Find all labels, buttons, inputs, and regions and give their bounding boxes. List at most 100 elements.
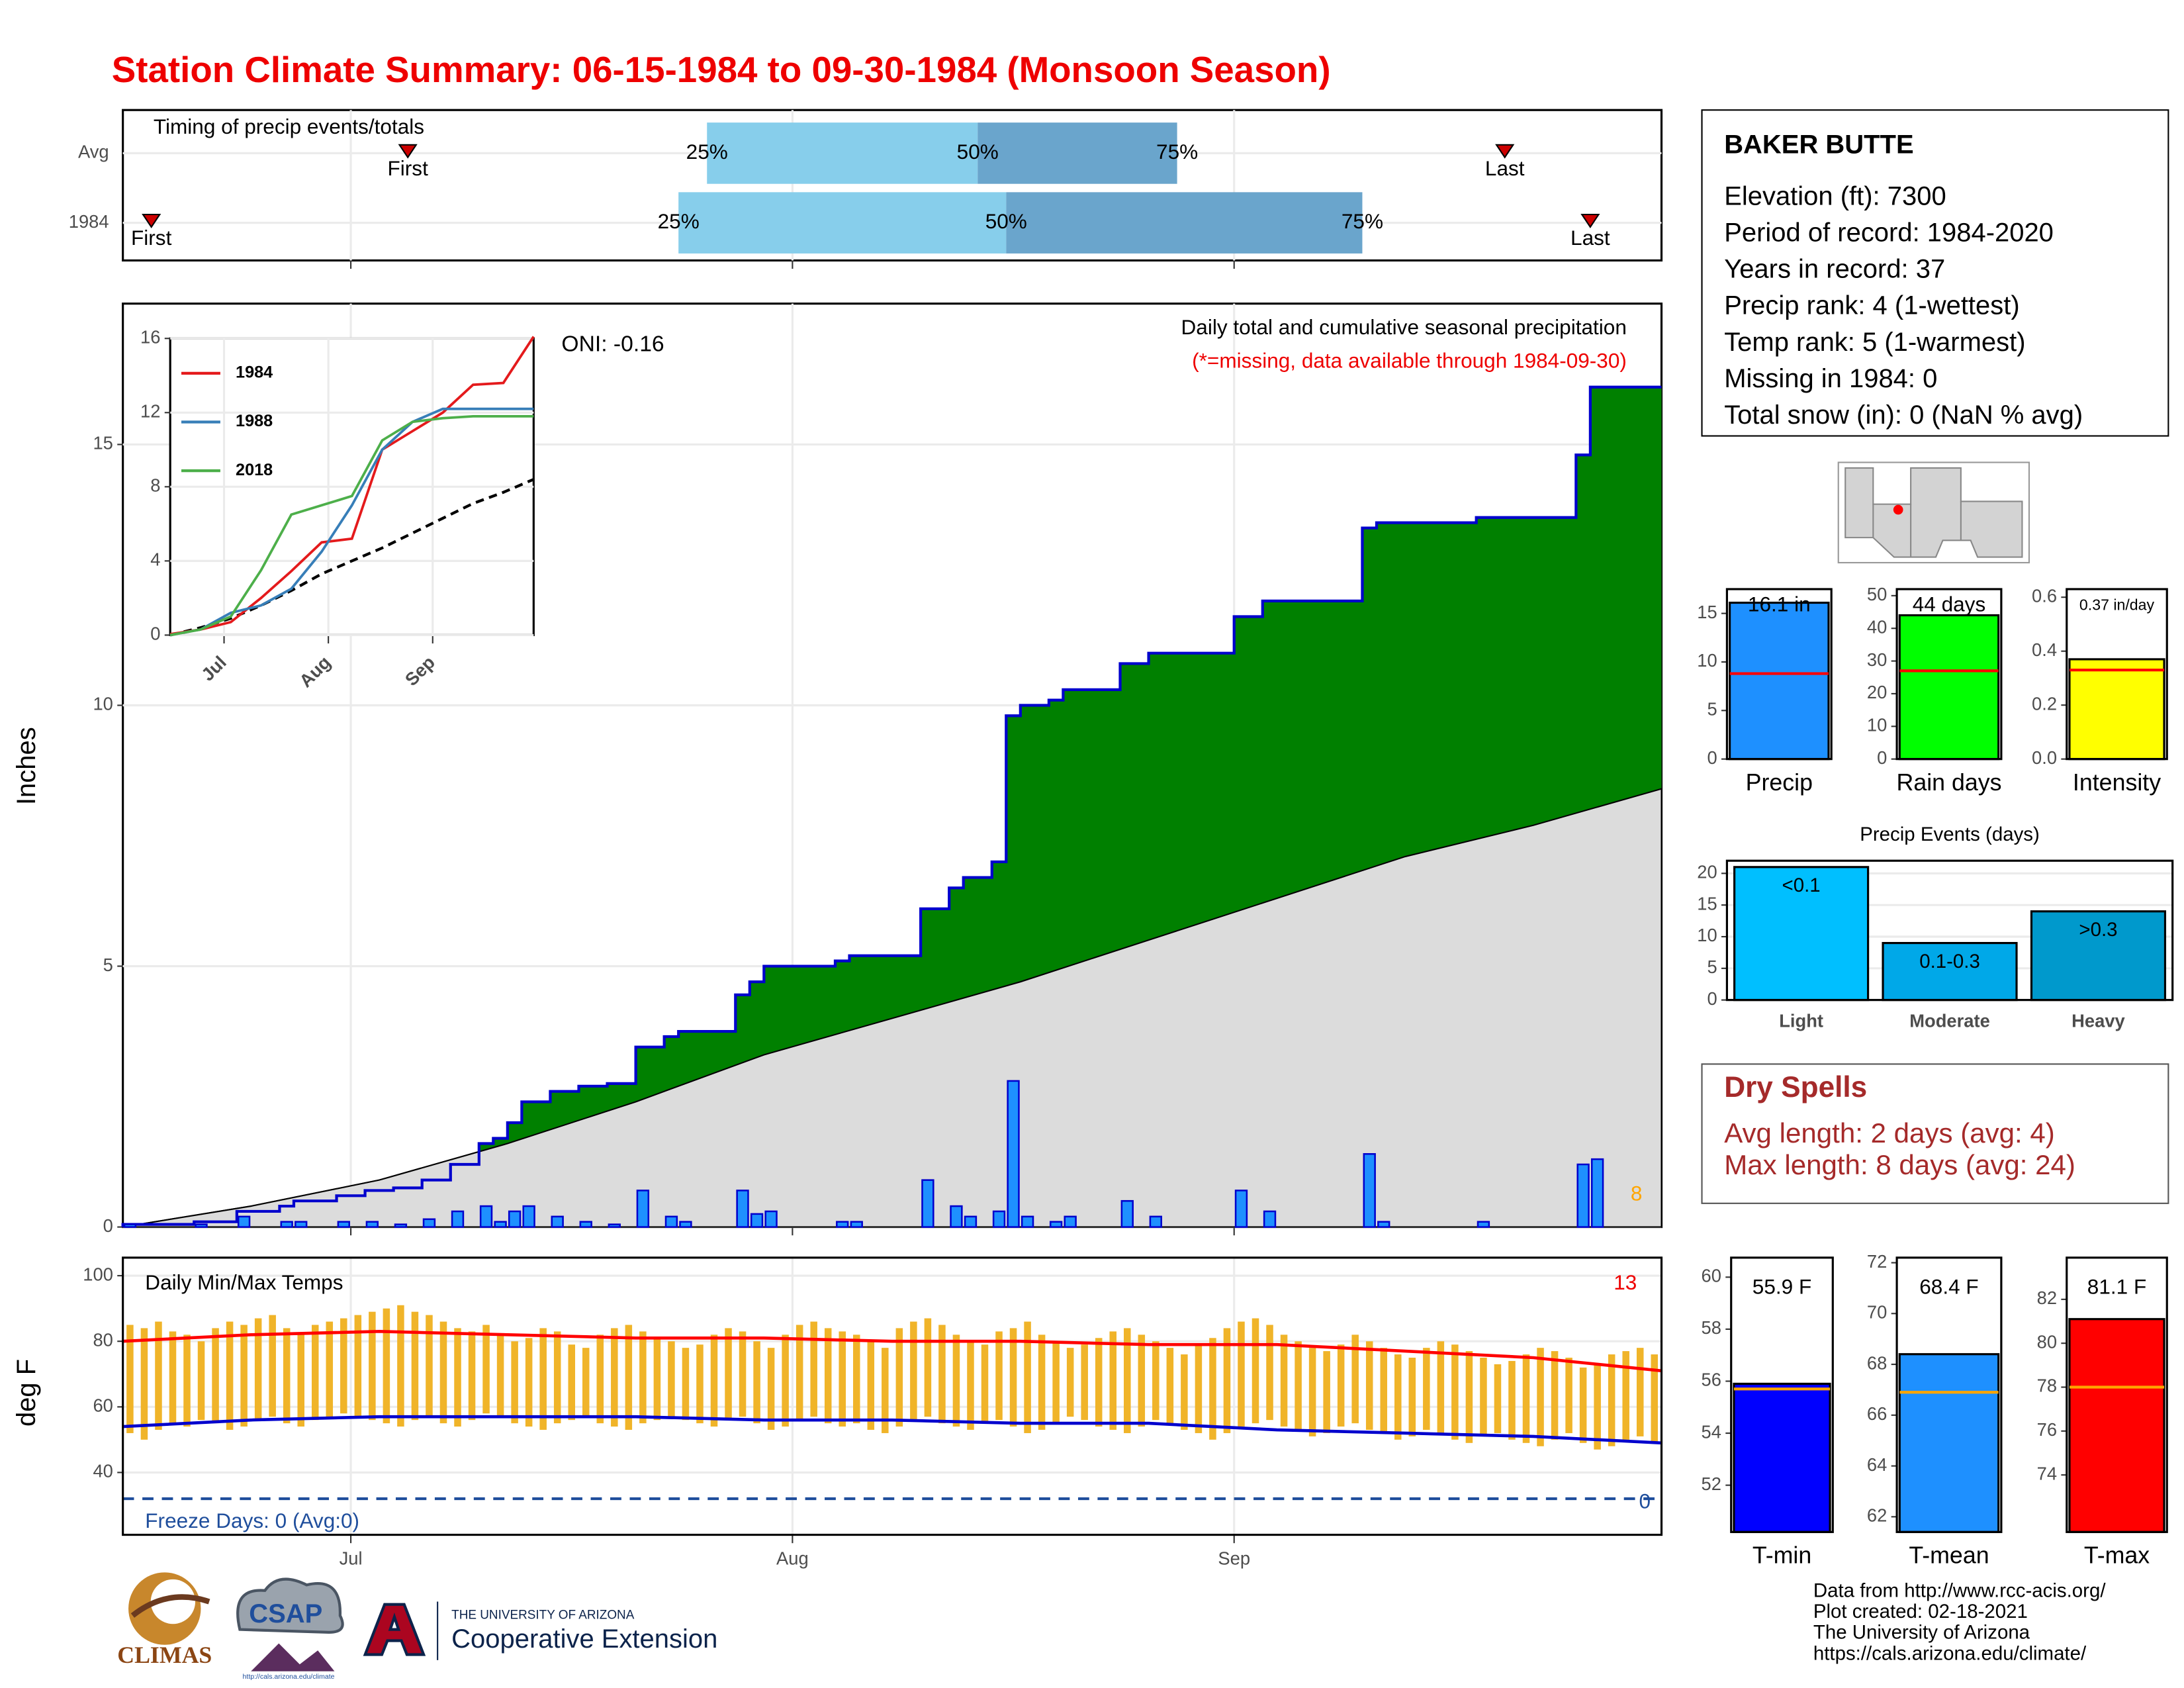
temp-range-bar [839, 1331, 846, 1427]
csap-text: CSAP [249, 1599, 322, 1628]
temp-range-bar [1209, 1338, 1216, 1440]
row-label: Avg [78, 142, 109, 162]
daily-bar [1049, 1221, 1063, 1228]
temp-range-bar [1351, 1335, 1359, 1424]
daily-bar [950, 1205, 963, 1228]
temp-range-bar [568, 1344, 575, 1421]
plot-frame [1725, 859, 2174, 1002]
temp-range-bar [924, 1318, 932, 1417]
y-tick-label: 74 [2037, 1463, 2057, 1483]
plot-frame [2066, 588, 2168, 761]
value-label: 81.1 F [2087, 1274, 2146, 1298]
page-title: Station Climate Summary: 06-15-1984 to 0… [112, 49, 1331, 90]
temp-range-bar [696, 1344, 704, 1424]
legend-label: 1988 [236, 412, 273, 430]
temp-range-bar [1052, 1341, 1060, 1424]
chart-title: Timing of precip events/totals [154, 115, 424, 138]
map-states [1844, 467, 2023, 558]
daily-bar [494, 1221, 507, 1228]
dry-spell-line: Max length: 8 days (avg: 24) [1724, 1149, 2075, 1180]
temp-range-bar [426, 1315, 433, 1417]
y-tick-label: 68 [1867, 1352, 1887, 1373]
temp-range-bar [1337, 1344, 1345, 1427]
climas-swoosh [130, 1594, 210, 1618]
temp-range-bar [1537, 1348, 1544, 1446]
temp-range-bar [824, 1328, 832, 1424]
temp-range-bar [710, 1335, 718, 1427]
temp-range-bar [1494, 1364, 1502, 1433]
temp-range-bar [1594, 1364, 1601, 1450]
chart-title: Daily total and cumulative seasonal prec… [1181, 315, 1627, 339]
bar [1882, 941, 2018, 1002]
temp-range-bar [354, 1315, 362, 1417]
legend-label: 1984 [236, 363, 273, 382]
temp-range-bar [753, 1341, 760, 1424]
temp-range-bar [967, 1341, 974, 1430]
y-tick-label: 10 [1697, 650, 1717, 671]
y-tick-label: 100 [83, 1264, 113, 1284]
average-cumulative-overlay [122, 788, 1662, 1228]
quartile-label: 75% [1342, 209, 1383, 233]
daily-bar [1477, 1221, 1490, 1228]
temp-range-bar [796, 1325, 803, 1421]
temp-range-bar [853, 1335, 860, 1424]
temp-range-bar [1579, 1367, 1587, 1443]
y-tick-label: 0 [1707, 988, 1717, 1009]
temp-range-bar [254, 1318, 262, 1421]
quartile-label: 25% [686, 140, 728, 164]
temp-range-bar [1109, 1331, 1117, 1430]
temp-range-bar [1636, 1348, 1644, 1436]
y-tick-label: 12 [140, 401, 160, 422]
y-tick-label: 0.6 [2032, 585, 2057, 606]
temp-range-bar [938, 1325, 946, 1424]
y-tick-label: 20 [1697, 862, 1717, 882]
temp-range-bar [155, 1321, 162, 1430]
chart-title: Daily Min/Max Temps [145, 1270, 343, 1294]
dry-spells-box [1701, 1063, 2169, 1204]
temp-range-bar [1095, 1338, 1103, 1427]
temp-range-bar [511, 1341, 518, 1424]
temp-range-bar [539, 1328, 547, 1430]
temp-range-bar [1266, 1325, 1273, 1421]
y-tick-label: 15 [93, 433, 113, 453]
record-count: 13 [1614, 1270, 1637, 1294]
daily-bar [608, 1223, 621, 1228]
quartile-label: 50% [957, 140, 999, 164]
y-tick-label: 72 [1867, 1251, 1887, 1272]
y-tick-label: 5 [103, 955, 113, 975]
y-tick-label: 58 [1702, 1317, 1721, 1338]
daily-bar [508, 1210, 522, 1228]
csap-mountains [251, 1643, 335, 1671]
y-tick-label: 80 [2037, 1331, 2057, 1352]
y-tick-label: 40 [1867, 616, 1887, 637]
station-line: Elevation (ft): 7300 [1724, 181, 1946, 211]
csap-url: http://cals.arizona.edu/climate [243, 1673, 335, 1681]
y-tick-label: 0 [150, 624, 160, 644]
temp-range-bar [882, 1348, 889, 1433]
temp-range-bar [782, 1335, 789, 1427]
temp-range-bar [1280, 1335, 1288, 1427]
x-tick-label: Moderate [1909, 1011, 1990, 1031]
y-tick-label: 10 [1867, 715, 1887, 735]
temp-range-bar [981, 1344, 989, 1424]
daily-bar [1377, 1221, 1390, 1228]
bar-label: <0.1 [1782, 874, 1821, 896]
daily-bar [394, 1223, 408, 1228]
temp-range-bar [1437, 1341, 1445, 1433]
bar [1898, 614, 2000, 761]
daily-bar [1120, 1199, 1134, 1228]
station-map [1837, 461, 2030, 564]
temp-range-bar [226, 1321, 234, 1430]
y-tick-label: 10 [93, 694, 113, 714]
plot-frame [122, 1256, 1663, 1536]
temp-range-bar [326, 1321, 334, 1417]
event-marker [142, 213, 161, 228]
daily-bar [1021, 1215, 1034, 1228]
temp-range-bar [468, 1331, 476, 1421]
temp-range-bar [1508, 1360, 1516, 1440]
dry-spell-line: Avg length: 2 days (avg: 4) [1724, 1117, 2055, 1149]
y-tick-label: 30 [1867, 649, 1887, 670]
temp-range-bar [553, 1331, 561, 1424]
daily-bar [1064, 1215, 1077, 1228]
